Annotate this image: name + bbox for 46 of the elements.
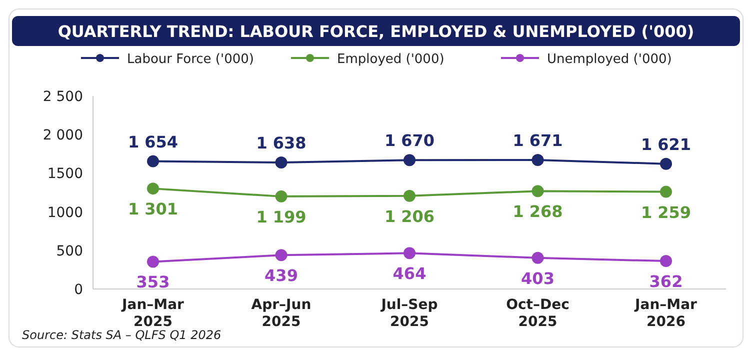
point: [532, 154, 544, 166]
data-label: 362: [649, 272, 683, 292]
data-label: 464: [392, 264, 426, 284]
legend-label: Unemployed ('000): [547, 52, 672, 67]
data-label: 353: [136, 272, 170, 292]
y-tick-label: 1000: [47, 204, 83, 221]
x-tick-label: Jan–Mar 2025: [121, 297, 184, 330]
data-label: 1 670: [384, 131, 435, 150]
point: [532, 185, 544, 198]
point: [275, 156, 288, 169]
data-label: 1 259: [640, 202, 692, 222]
data-label: 1 621: [640, 134, 692, 154]
point: [275, 249, 288, 262]
point: [660, 158, 672, 170]
point: [660, 186, 672, 198]
x-tick-label: Apr–Jun 2025: [251, 297, 312, 330]
y-tick-label: 2 500: [42, 89, 83, 105]
data-label: 1 199: [256, 207, 306, 226]
source-note: Source: Stats SA – QLFS Q1 2026: [22, 328, 222, 342]
point: [275, 190, 288, 202]
data-label: 1 654: [128, 132, 178, 152]
point: [404, 247, 416, 260]
legend-label: Labour Force ('000): [127, 52, 254, 67]
y-tick-label: 0: [74, 282, 83, 298]
point: [147, 155, 159, 168]
data-label: 1 671: [512, 131, 563, 150]
point: [147, 182, 159, 195]
chart-title: QUARTERLY TREND: LABOUR FORCE, EMPLOYED & UNEMPLOYED ('000): [58, 22, 694, 41]
data-label: 403: [521, 268, 554, 288]
data-label: 1 638: [256, 134, 306, 153]
point: [532, 252, 544, 264]
point: [660, 255, 672, 268]
data-label: 439: [264, 266, 298, 286]
legend-label: Employed ('000): [337, 52, 444, 67]
point: [404, 190, 416, 202]
x-tick-label: Jan–Mar 2026: [634, 297, 698, 330]
point: [404, 154, 416, 166]
y-tick-label: 500: [56, 243, 83, 260]
point: [147, 256, 159, 268]
x-tick-label: Jul–Sep 2025: [380, 297, 438, 330]
data-label: 1 206: [384, 206, 435, 226]
y-tick-label: 1500: [47, 166, 83, 182]
x-tick-label: Oct–Dec 2025: [506, 297, 570, 330]
data-label: 1 301: [128, 200, 178, 219]
data-label: 1 268: [512, 202, 563, 222]
y-tick-label: 2 000: [42, 128, 83, 144]
